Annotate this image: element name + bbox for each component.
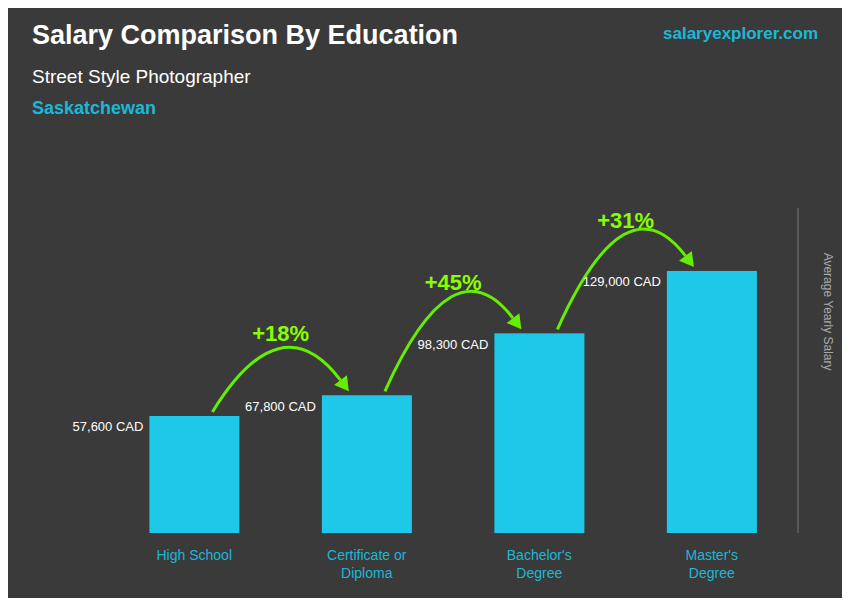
svg-text:+18%: +18% bbox=[252, 321, 309, 346]
svg-text:129,000 CAD: 129,000 CAD bbox=[583, 274, 661, 289]
svg-text:57,600 CAD: 57,600 CAD bbox=[73, 419, 144, 434]
svg-text:+45%: +45% bbox=[425, 270, 482, 295]
svg-text:Master'sDegree: Master'sDegree bbox=[686, 547, 738, 581]
svg-text:Bachelor'sDegree: Bachelor'sDegree bbox=[507, 547, 572, 581]
svg-text:67,800 CAD: 67,800 CAD bbox=[245, 399, 316, 414]
html-text:Salary Comparison By Education: Salary Comparison By Education bbox=[32, 20, 459, 50]
html-text:Saskatchewan: Saskatchewan bbox=[32, 98, 157, 118]
svg-text:Certificate orDiploma: Certificate orDiploma bbox=[327, 547, 407, 581]
html-text:salaryexplorer.com: salaryexplorer.com bbox=[663, 24, 818, 43]
html-text:Street Style Photographer: Street Style Photographer bbox=[32, 66, 251, 87]
svg-text:High School: High School bbox=[157, 547, 233, 563]
svg-text:98,300 CAD: 98,300 CAD bbox=[418, 337, 489, 352]
svg-text:Average Yearly Salary: Average Yearly Salary bbox=[821, 253, 835, 371]
svg-text:+31%: +31% bbox=[597, 208, 654, 233]
